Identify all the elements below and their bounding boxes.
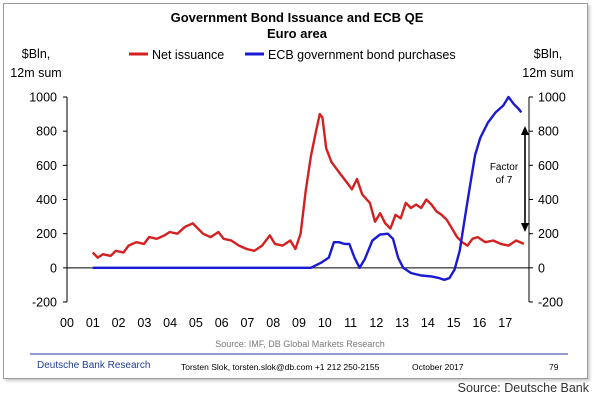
x-tick-label: 13	[395, 316, 409, 330]
x-tick-label: 15	[447, 316, 461, 330]
x-tick-label: 05	[189, 316, 203, 330]
footer-date: October 2017	[412, 362, 464, 372]
y-tick-label-left: 1000	[29, 91, 57, 105]
x-tick-label: 02	[112, 316, 126, 330]
slide-frame	[3, 3, 588, 379]
right-axis-unit-line1: $Bln,	[534, 47, 563, 61]
y-tick-label-right: 400	[538, 193, 559, 207]
x-tick-label: 10	[318, 316, 332, 330]
x-tick-label: 03	[137, 316, 151, 330]
y-tick-label-right: 1000	[538, 91, 566, 105]
chart-title: Government Bond Issuance and ECB QE	[171, 10, 424, 25]
y-tick-label-right: 200	[538, 227, 559, 241]
series-line-net-issuance	[91, 112, 525, 259]
factor-arrow-up	[521, 126, 529, 135]
y-tick-label-left: -200	[32, 296, 57, 310]
y-tick-label-left: 400	[36, 193, 57, 207]
x-tick-label: 17	[498, 316, 512, 330]
factor-label-line1: Factor	[490, 162, 519, 173]
y-tick-label-right: 800	[538, 125, 559, 139]
x-tick-label: 09	[292, 316, 306, 330]
x-tick-label: 07	[240, 316, 254, 330]
factor-arrow-down	[521, 223, 529, 232]
x-tick-label: 11	[344, 316, 357, 330]
legend-label-ecb-purchases: ECB government bond purchases	[268, 48, 456, 62]
legend: Net issuance ECB government bond purchas…	[129, 48, 456, 62]
y-tick-label-left: 0	[50, 261, 57, 275]
y-tick-label-left: 800	[36, 125, 57, 139]
x-tick-label: 12	[369, 316, 383, 330]
y-tick-label-left: 200	[36, 227, 57, 241]
y-tick-label-right: 600	[538, 159, 559, 173]
left-axis-unit-line2: 12m sum	[10, 66, 61, 80]
x-tick-label: 16	[472, 316, 486, 330]
chart-subtitle: Euro area	[267, 26, 328, 41]
legend-label-net-issuance: Net issuance	[152, 48, 224, 62]
x-tick-label: 06	[215, 316, 229, 330]
x-tick-label: 04	[163, 316, 177, 330]
x-tick-label: 08	[266, 316, 280, 330]
factor-annotation: Factor of 7	[490, 126, 529, 232]
right-axis-unit-line2: 12m sum	[522, 66, 573, 80]
y-tick-label-left: 600	[36, 159, 57, 173]
footer-author: Torsten Slok, torsten.slok@db.com +1 212…	[181, 362, 380, 372]
source-note: Source: IMF, DB Global Markets Research	[215, 339, 385, 349]
image-credit: Source: Deutsche Bank	[458, 381, 590, 395]
series-line-ecb-purchases	[92, 95, 523, 281]
left-axis-unit-line1: $Bln,	[22, 47, 51, 61]
x-tick-label: 14	[421, 316, 435, 330]
x-tick-label: 00	[60, 316, 74, 330]
y-tick-label-right: 0	[538, 261, 545, 275]
footer-page: 79	[549, 362, 559, 372]
x-tick-label: 01	[86, 316, 100, 330]
y-tick-label-right: -200	[538, 296, 563, 310]
footer-brand: Deutsche Bank Research	[37, 360, 150, 371]
factor-label-line2: of 7	[496, 175, 513, 186]
series-lines	[91, 95, 525, 281]
